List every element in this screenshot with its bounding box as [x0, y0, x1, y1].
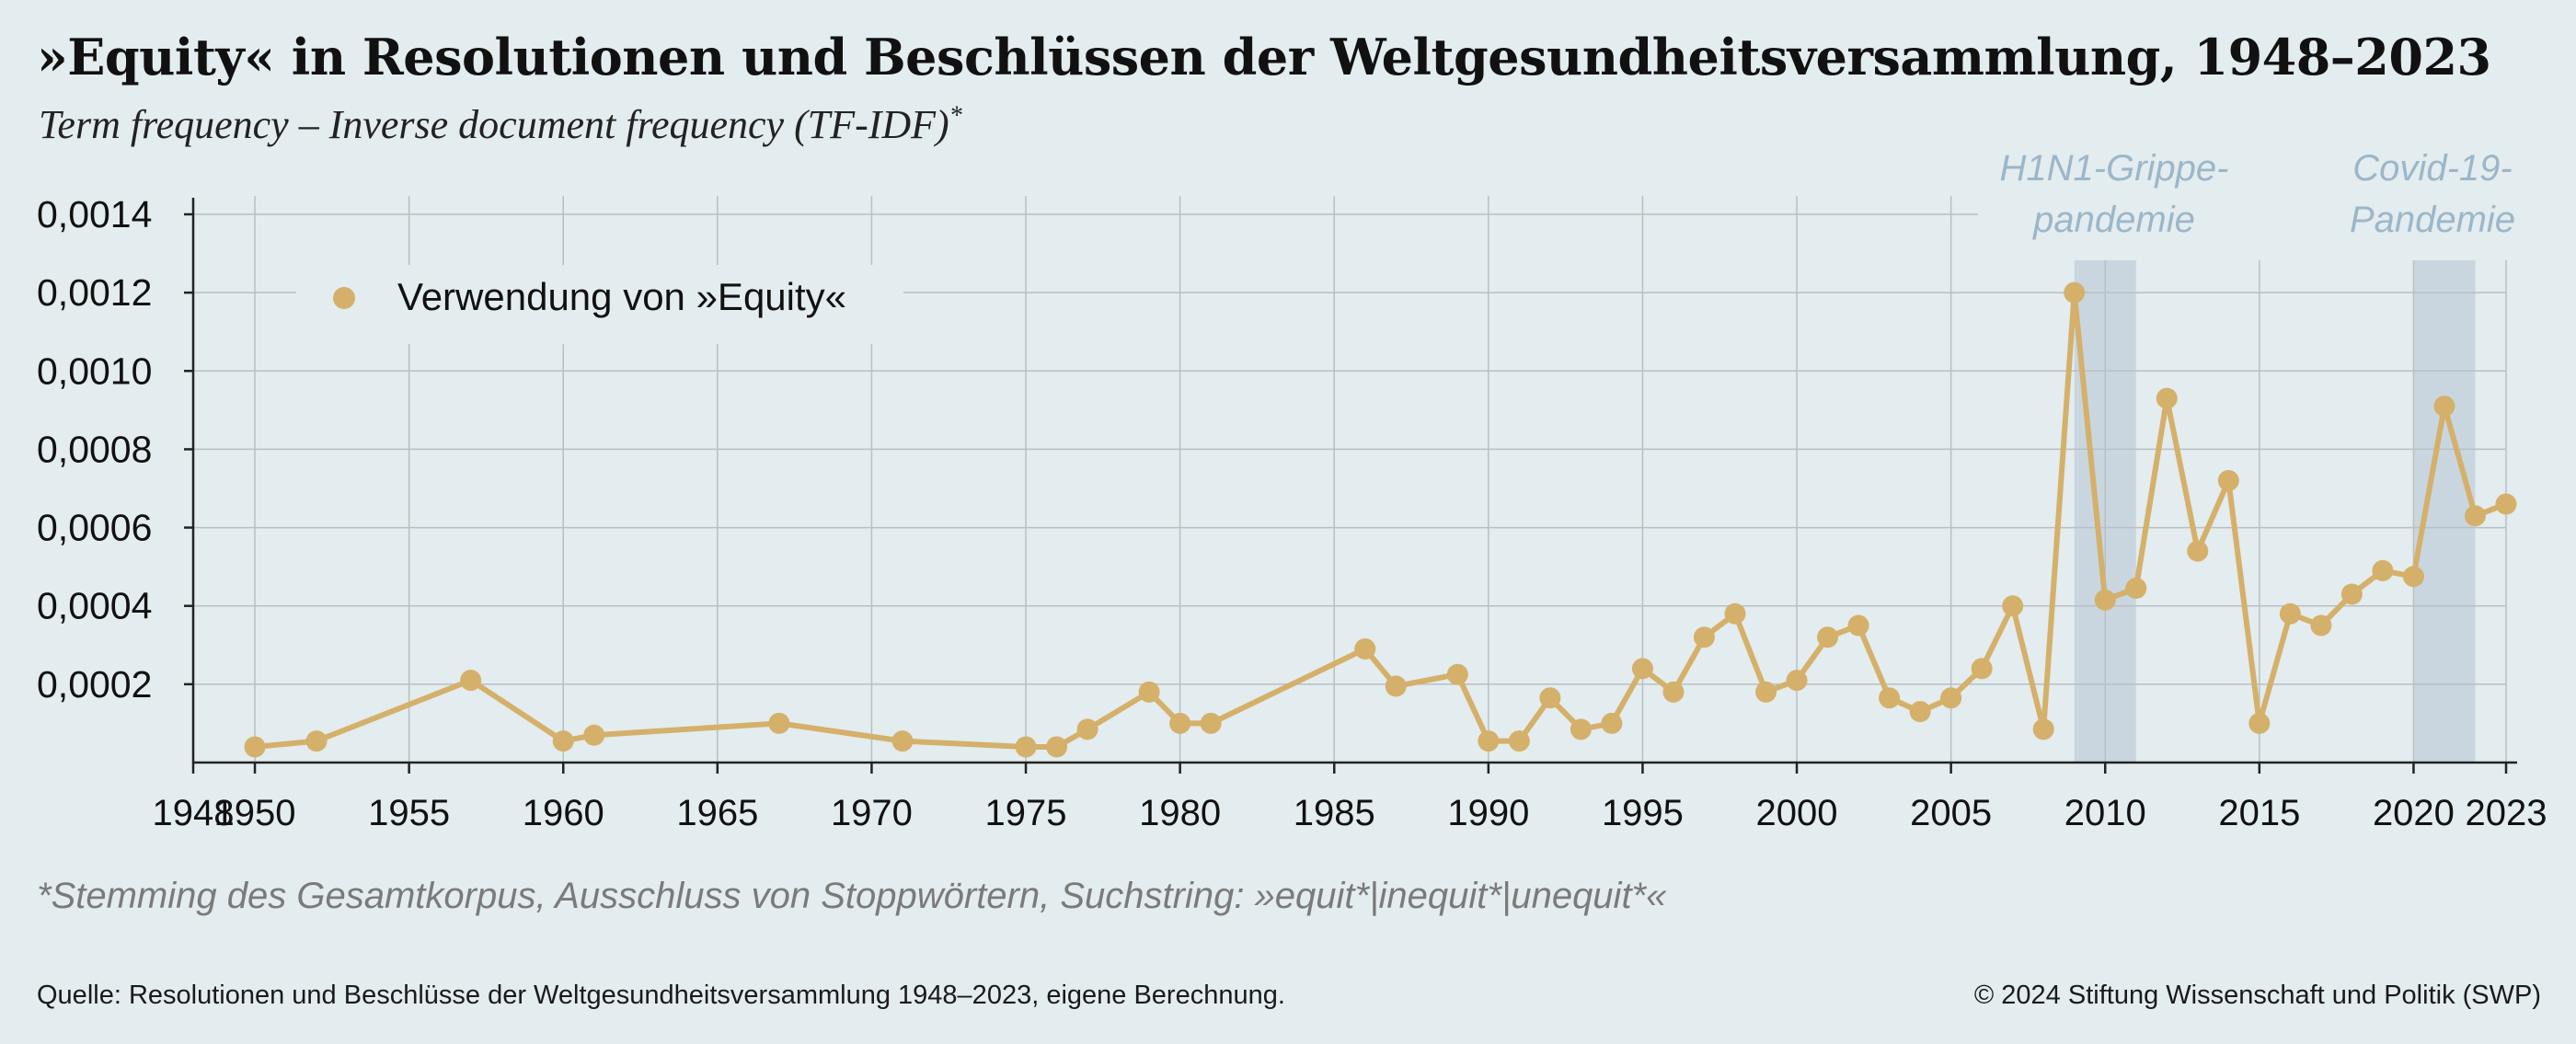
data-point	[1755, 681, 1777, 703]
data-point	[1786, 670, 1808, 692]
line-chart: H1N1-Grippe-pandemie Covid-19- Pandemie Ver…	[37, 148, 2547, 833]
x-tick-label: 2015	[2218, 793, 2300, 833]
legend-background	[296, 265, 903, 344]
data-point	[1909, 701, 1931, 723]
data-point	[2094, 589, 2116, 611]
data-point	[2495, 493, 2517, 515]
x-tick-label: 1980	[1139, 793, 1221, 833]
data-point	[2217, 469, 2239, 491]
data-point	[1508, 730, 1530, 752]
legend-label: Verwendung von »Equity«	[397, 275, 846, 318]
data-point	[2340, 583, 2363, 605]
data-point	[1354, 638, 1376, 660]
data-point	[1879, 687, 1901, 709]
data-point	[244, 736, 266, 758]
x-tick-label: 2000	[1756, 793, 1838, 833]
y-tick-label: 0,0008	[37, 428, 152, 470]
data-point	[1478, 730, 1500, 752]
data-point	[1601, 712, 1623, 734]
y-tick-label: 0,0006	[37, 507, 152, 549]
x-tick-label: 1990	[1447, 793, 1529, 833]
data-point	[1570, 718, 1592, 740]
y-tick-label: 0,0002	[37, 663, 152, 706]
subtitle-footnote-mark: *	[949, 101, 962, 131]
x-tick-label: 1985	[1294, 793, 1375, 833]
data-point	[2310, 614, 2332, 637]
copyright-note: © 2024 Stiftung Wissenschaft und Politik…	[1973, 981, 2541, 1010]
data-point	[891, 730, 914, 752]
data-point	[1169, 712, 1191, 734]
legend-marker	[333, 287, 355, 309]
x-tick-label: 2005	[1910, 793, 1992, 833]
x-tick-label: 1970	[831, 793, 913, 833]
shaded-period-label: H1N1-Grippe-	[2000, 148, 2229, 189]
data-point	[1138, 681, 1160, 703]
x-tick-label: 1955	[368, 793, 450, 833]
data-point	[1971, 658, 1993, 680]
data-point	[2125, 578, 2147, 600]
x-tick-label: 1975	[985, 793, 1067, 833]
data-point	[2187, 540, 2209, 562]
data-point	[305, 730, 328, 752]
data-point	[1446, 663, 1468, 685]
chart-subtitle: Term frequency – Inverse document freque…	[39, 101, 962, 148]
data-point	[2002, 595, 2024, 617]
data-point	[1539, 687, 1561, 709]
x-tick-label: 1950	[214, 793, 296, 833]
data-point	[768, 712, 790, 734]
data-point	[1076, 718, 1098, 740]
footnote: *Stemming des Gesamtkorpus, Ausschluss v…	[37, 876, 1667, 916]
data-point	[2402, 566, 2424, 588]
x-tick-label: 1965	[676, 793, 758, 833]
x-tick-label: 1948	[153, 793, 235, 833]
series-line	[254, 290, 2508, 750]
x-tick-label: 2010	[2064, 793, 2146, 833]
data-point	[2464, 505, 2486, 527]
subtitle-text: Term frequency – Inverse document freque…	[39, 102, 949, 147]
x-tick-label: 2020	[2373, 793, 2455, 833]
data-point	[1200, 712, 1222, 734]
shaded-period-label: Pandemie	[2350, 200, 2515, 240]
data-point	[2064, 281, 2086, 304]
shaded-period-label: pandemie	[2032, 200, 2195, 240]
y-tick-label: 0,0004	[37, 585, 152, 627]
data-point	[1015, 736, 1037, 758]
source-note: Quelle: Resolutionen und Beschlüsse der …	[37, 981, 1285, 1010]
data-point	[2032, 718, 2054, 740]
chart-title: »Equity« in Resolutionen und Beschlüssen…	[37, 28, 2491, 86]
data-point	[1631, 658, 1653, 680]
data-point	[1847, 614, 1869, 637]
data-point	[2156, 387, 2178, 409]
data-point	[1940, 687, 1962, 709]
data-point	[1817, 626, 1839, 648]
data-point	[1385, 675, 1407, 697]
data-point	[2248, 712, 2271, 734]
y-tick-label: 0,0012	[37, 271, 152, 314]
x-tick-label: 1995	[1602, 793, 1684, 833]
shaded-period-label: Covid-19-	[2352, 148, 2512, 189]
data-point	[2279, 602, 2301, 625]
data-point	[1662, 681, 1685, 703]
data-point	[460, 670, 482, 692]
x-tick-label: 2023	[2466, 793, 2547, 833]
data-point	[1693, 626, 1715, 648]
y-tick-label: 0,0010	[37, 350, 152, 392]
data-point	[2372, 559, 2394, 581]
data-point	[552, 730, 574, 752]
data-point	[1046, 736, 1068, 758]
data-point	[2433, 396, 2455, 418]
y-tick-label: 0,0014	[37, 193, 152, 235]
data-point	[1724, 602, 1746, 625]
data-point	[583, 724, 605, 746]
x-tick-label: 1960	[523, 793, 604, 833]
